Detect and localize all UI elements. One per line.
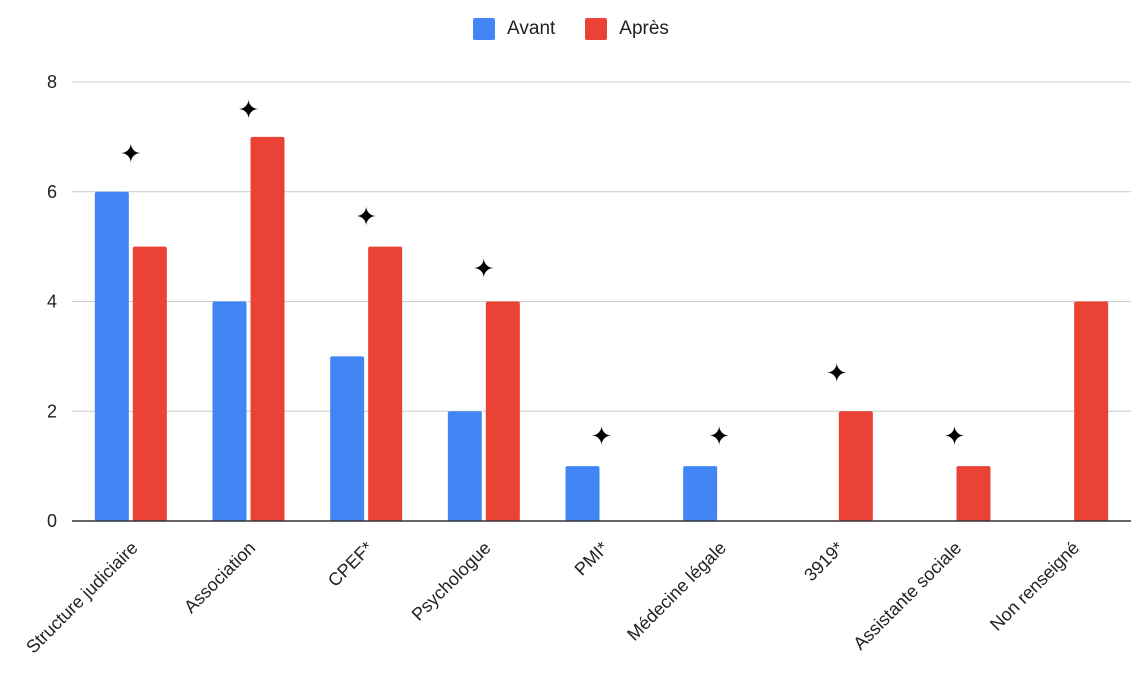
- bar-apres[interactable]: [1074, 301, 1109, 522]
- x-tick-label: Médecine légale: [623, 538, 730, 645]
- legend-swatch-avant: [473, 18, 496, 40]
- star-marker: ✦: [944, 422, 966, 452]
- bar-avant[interactable]: [94, 191, 129, 521]
- y-tick-label: 8: [47, 72, 57, 92]
- bar-avant[interactable]: [565, 466, 600, 521]
- legend-label-apres: Après: [619, 18, 669, 39]
- legend-swatch-apres: [585, 18, 608, 40]
- star-marker: ✦: [591, 422, 613, 452]
- bar-apres[interactable]: [838, 411, 873, 521]
- x-tick-label: Non renseigné: [986, 538, 1083, 635]
- y-tick-label: 4: [47, 292, 57, 312]
- y-tick-label: 2: [47, 401, 57, 421]
- star-marker: ✦: [238, 95, 260, 125]
- bar-apres[interactable]: [956, 466, 991, 521]
- x-tick-label: Association: [180, 538, 259, 617]
- bar-apres[interactable]: [132, 246, 167, 521]
- legend-item-apres[interactable]: Après: [585, 18, 669, 40]
- y-tick-label: 0: [47, 511, 57, 531]
- bar-apres[interactable]: [250, 136, 285, 521]
- legend-label-avant: Avant: [507, 18, 556, 39]
- bar-avant[interactable]: [447, 411, 482, 521]
- y-tick-label: 6: [47, 182, 57, 202]
- star-marker: ✦: [355, 202, 377, 232]
- x-tick-label: Psychologue: [408, 538, 495, 625]
- bar-avant[interactable]: [683, 466, 718, 521]
- x-tick-label: Structure judiciaire: [22, 538, 142, 658]
- bar-avant[interactable]: [330, 356, 365, 521]
- star-marker: ✦: [708, 422, 730, 452]
- x-tick-label: Assistante sociale: [849, 538, 965, 654]
- bar-apres[interactable]: [485, 301, 520, 522]
- bar-apres[interactable]: [368, 246, 403, 521]
- x-tick-label: 3919*: [800, 538, 847, 585]
- legend-item-avant[interactable]: Avant: [473, 18, 555, 40]
- bar-avant[interactable]: [212, 301, 247, 522]
- star-marker: ✦: [473, 255, 495, 285]
- x-tick-label: CPEF*: [324, 538, 377, 591]
- star-marker: ✦: [120, 139, 142, 169]
- x-tick-label: PMI*: [571, 538, 613, 580]
- legend: Avant Après: [0, 14, 1142, 44]
- star-marker: ✦: [826, 359, 848, 389]
